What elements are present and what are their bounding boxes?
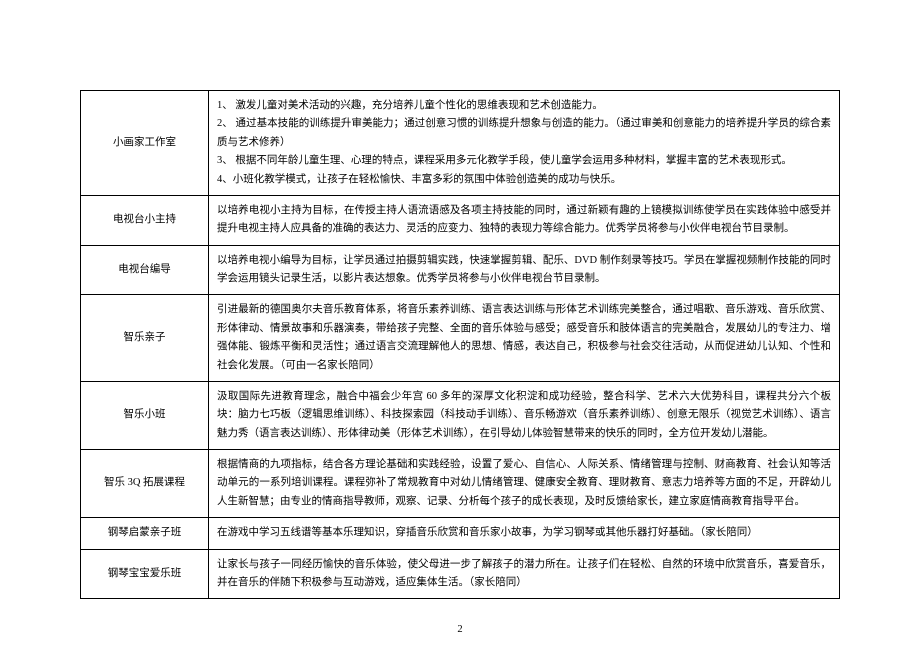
course-desc: 1、 激发儿童对美术活动的兴趣，充分培养儿童个性化的思维表现和艺术创造能力。2、… <box>209 91 840 196</box>
table-row: 智乐小班 汲取国际先进教育理念，融合中福会少年宫 60 多年的深厚文化积淀和成功… <box>81 381 840 449</box>
course-label: 钢琴宝宝爱乐班 <box>81 549 209 599</box>
course-label: 钢琴启蒙亲子班 <box>81 518 209 549</box>
course-label: 小画家工作室 <box>81 91 209 196</box>
course-label: 智乐小班 <box>81 381 209 449</box>
course-label: 智乐亲子 <box>81 295 209 382</box>
table-row: 小画家工作室 1、 激发儿童对美术活动的兴趣，充分培养儿童个性化的思维表现和艺术… <box>81 91 840 196</box>
course-desc: 在游戏中学习五线谱等基本乐理知识，穿插音乐欣赏和音乐家小故事，为学习钢琴或其他乐… <box>209 518 840 549</box>
table-row: 智乐 3Q 拓展课程 根据情商的九项指标，结合各方理论基础和实践经验，设置了爱心… <box>81 450 840 518</box>
course-desc: 以培养电视小编导为目标，让学员通过拍摄剪辑实践，快速掌握剪辑、配乐、DVD 制作… <box>209 245 840 295</box>
course-desc: 引进最新的德国奥尔夫音乐教育体系，将音乐素养训练、语言表达训练与形体艺术训练完美… <box>209 295 840 382</box>
course-desc: 以培养电视小主持为目标，在传授主持人语流语感及各项主持技能的同时，通过新颖有趣的… <box>209 195 840 245</box>
course-label: 电视台编导 <box>81 245 209 295</box>
course-desc: 汲取国际先进教育理念，融合中福会少年宫 60 多年的深厚文化积淀和成功经验，整合… <box>209 381 840 449</box>
table-row: 钢琴宝宝爱乐班 让家长与孩子一同经历愉快的音乐体验，使父母进一步了解孩子的潜力所… <box>81 549 840 599</box>
table-row: 钢琴启蒙亲子班 在游戏中学习五线谱等基本乐理知识，穿插音乐欣赏和音乐家小故事，为… <box>81 518 840 549</box>
page-number: 2 <box>0 624 920 635</box>
table-row: 电视台编导 以培养电视小编导为目标，让学员通过拍摄剪辑实践，快速掌握剪辑、配乐、… <box>81 245 840 295</box>
course-label: 智乐 3Q 拓展课程 <box>81 450 209 518</box>
course-table: 小画家工作室 1、 激发儿童对美术活动的兴趣，充分培养儿童个性化的思维表现和艺术… <box>80 90 840 599</box>
course-desc: 让家长与孩子一同经历愉快的音乐体验，使父母进一步了解孩子的潜力所在。让孩子们在轻… <box>209 549 840 599</box>
table-row: 智乐亲子 引进最新的德国奥尔夫音乐教育体系，将音乐素养训练、语言表达训练与形体艺… <box>81 295 840 382</box>
course-label: 电视台小主持 <box>81 195 209 245</box>
table-row: 电视台小主持 以培养电视小主持为目标，在传授主持人语流语感及各项主持技能的同时，… <box>81 195 840 245</box>
course-desc: 根据情商的九项指标，结合各方理论基础和实践经验，设置了爱心、自信心、人际关系、情… <box>209 450 840 518</box>
